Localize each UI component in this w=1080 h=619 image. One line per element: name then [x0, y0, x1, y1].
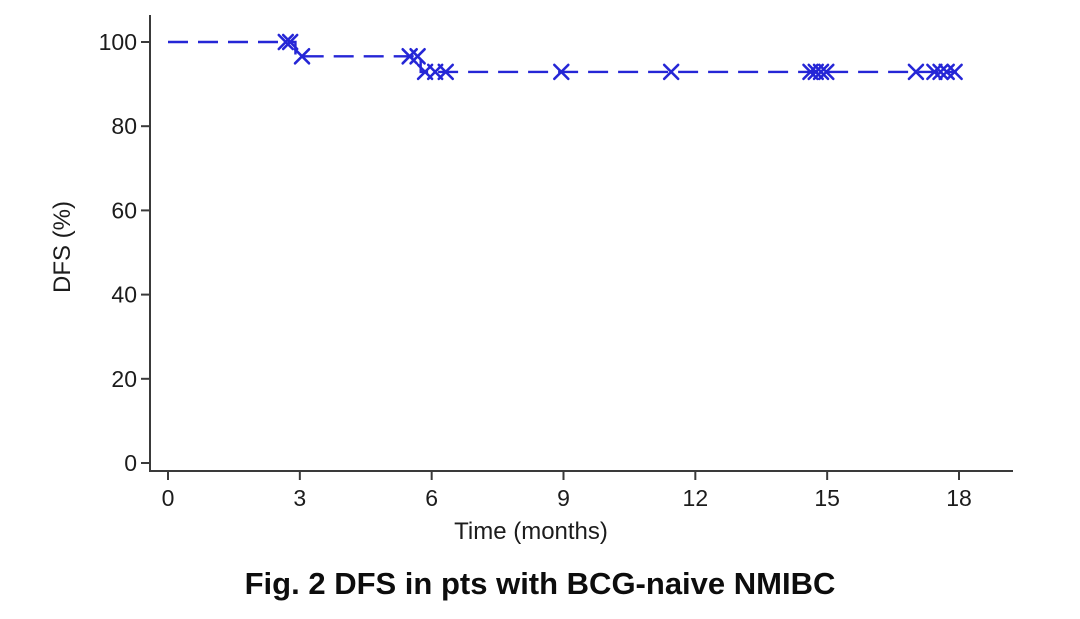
censor-mark	[817, 63, 835, 81]
figure-caption: Fig. 2 DFS in pts with BCG-naive NMIBC	[245, 566, 836, 601]
axes: 0 3 6 9 12 15 18 0 20 40 60 80 100	[99, 15, 1013, 511]
x-tick-label: 3	[293, 485, 306, 511]
censor-mark	[281, 33, 299, 51]
censor-mark	[437, 63, 455, 81]
x-tick-label: 18	[946, 485, 972, 511]
censor-mark	[662, 63, 680, 81]
x-tick-label: 6	[425, 485, 438, 511]
x-axis-title: Time (months)	[454, 518, 608, 545]
censor-mark	[812, 63, 830, 81]
censor-mark	[409, 48, 426, 65]
y-tick-label: 100	[99, 29, 137, 55]
censor-mark	[907, 63, 925, 81]
y-tick-label: 20	[111, 366, 137, 392]
axis-lines	[149, 15, 1013, 472]
x-tick-label: 15	[814, 485, 840, 511]
x-tick-label: 9	[557, 485, 570, 511]
x-tick-label: 12	[683, 485, 709, 511]
dfs-series	[168, 40, 957, 74]
y-tick-label: 40	[111, 282, 137, 308]
censor-marks	[277, 33, 963, 81]
dfs-step-line	[168, 40, 957, 74]
censor-mark	[277, 33, 295, 51]
x-tick-label: 0	[162, 485, 175, 511]
censor-mark	[553, 63, 570, 81]
y-tick-label: 0	[124, 450, 137, 476]
censor-mark	[926, 63, 943, 81]
censor-mark	[293, 48, 311, 65]
censor-mark	[946, 63, 963, 81]
y-axis-title: DFS (%)	[49, 201, 76, 293]
censor-mark	[932, 63, 949, 81]
y-tick-label: 80	[111, 113, 137, 139]
y-tick-label: 60	[111, 197, 137, 223]
